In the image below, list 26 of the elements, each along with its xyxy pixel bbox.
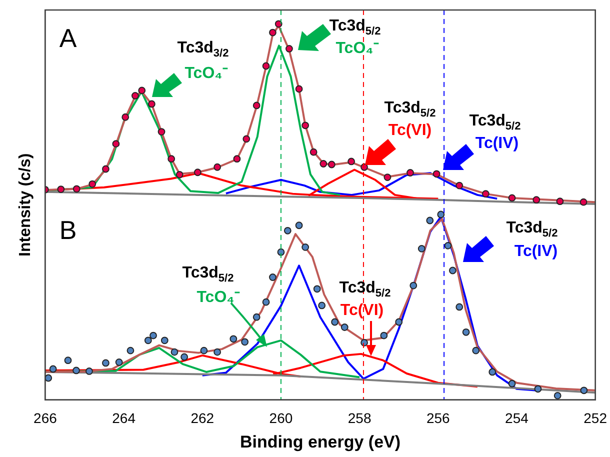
- annotation: A: [59, 23, 77, 53]
- x-tick-label: 262: [190, 410, 214, 426]
- annotation: Tc(VI): [340, 302, 384, 319]
- x-tick-label: 266: [34, 410, 58, 426]
- x-axis-title: Binding energy (eV): [240, 432, 401, 452]
- annotation: Tc3d$_{5/2}$: [384, 99, 436, 120]
- x-tick-label: 256: [426, 410, 450, 426]
- annotation: TcO₄⁻: [196, 289, 240, 306]
- x-tick-label: 264: [112, 410, 136, 426]
- annotation: Tc(IV): [514, 243, 558, 260]
- annotation: Tc3d$_{3/2}$: [177, 39, 229, 60]
- x-tick-label: 252: [584, 410, 608, 426]
- annotation: Tc3d$_{5/2}$: [469, 112, 521, 133]
- annotation: TcO₄⁻: [336, 40, 378, 57]
- x-tick-label: 260: [269, 410, 293, 426]
- annotation: B: [59, 215, 77, 245]
- annotation: Tc3d$_{5/2}$: [506, 219, 558, 240]
- annotation: Tc(IV): [475, 135, 519, 152]
- annotation: Tc3d$_{5/2}$: [339, 279, 391, 300]
- y-axis-title: Intensity (c/s): [17, 153, 34, 256]
- x-tick-label: 258: [348, 410, 372, 426]
- annotation: Tc(VI): [388, 122, 432, 139]
- annotation: Tc3d$_{5/2}$: [182, 264, 234, 285]
- annotation: TcO₄⁻: [184, 65, 228, 82]
- annotation: Tc3d$_{5/2}$: [329, 17, 381, 38]
- x-tick-label: 254: [505, 410, 529, 426]
